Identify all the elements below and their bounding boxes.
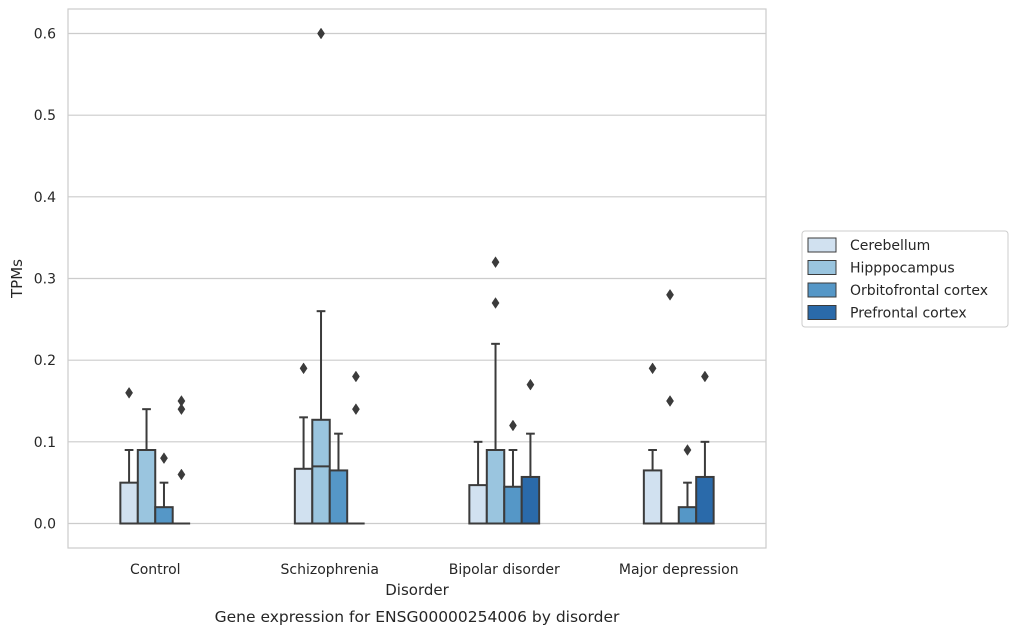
box-body: [503, 485, 523, 525]
outlier-point: [701, 370, 709, 383]
box-body: [328, 469, 349, 525]
box-0-2: [154, 452, 174, 525]
box-body: [311, 418, 331, 525]
legend-label: Hipppocampus: [850, 261, 955, 277]
legend-swatch: [807, 260, 837, 275]
outlier-point: [666, 395, 674, 407]
box-1-2: [328, 432, 349, 525]
box-2-0: [468, 440, 488, 525]
box-3-1: [661, 288, 679, 525]
outlier-point: [648, 362, 657, 375]
outlier-point: [526, 378, 535, 391]
outlier-point: [352, 403, 360, 416]
outlier-point: [160, 452, 168, 465]
box-body: [136, 449, 157, 525]
legend-swatch: [807, 305, 837, 320]
y-tick-label: 0.1: [34, 435, 56, 451]
y-tick-label: 0.2: [34, 353, 56, 369]
x-axis-label: Disorder: [385, 581, 449, 599]
legend-label: Cerebellum: [850, 238, 930, 254]
outlier-point: [177, 403, 186, 416]
chart-caption: Gene expression for ENSG00000254006 by d…: [215, 608, 620, 626]
x-tick-label: Control: [130, 562, 181, 578]
box-2-2: [503, 419, 523, 525]
box-2-1: [485, 256, 506, 525]
outlier-point: [491, 297, 500, 309]
box-2-3: [520, 378, 541, 525]
y-tick-label: 0.5: [34, 108, 56, 124]
x-tick-label: Major depression: [619, 562, 739, 578]
box-3-2: [677, 444, 698, 525]
outlier-point: [317, 27, 325, 40]
outlier-point: [352, 370, 360, 383]
y-tick-labels: 0.0 0.1 0.2 0.3 0.4 0.5 0.6: [34, 27, 56, 533]
box-0-1: [136, 408, 157, 525]
boxes: [119, 27, 715, 525]
box-body: [119, 481, 139, 525]
box-body: [485, 449, 506, 525]
box-body: [468, 484, 488, 525]
x-tick-labels: Control Schizophrenia Bipolar disorder Majo…: [130, 562, 739, 578]
legend: Cerebellum Hipppocampus Orbitofrontal cort…: [801, 230, 1009, 328]
y-tick-label: 0.6: [34, 27, 56, 43]
outlier-point: [683, 444, 692, 456]
box-body: [642, 469, 663, 525]
x-tick-label: Bipolar disorder: [449, 562, 560, 578]
legend-frame: [801, 230, 1009, 328]
gridlines: [68, 32, 766, 525]
box-body: [695, 475, 715, 525]
box-body: [154, 506, 174, 525]
box-body: [520, 475, 541, 525]
x-tick-label: Schizophrenia: [281, 562, 379, 578]
legend-swatch: [807, 282, 837, 298]
y-axis-label: TPMs: [8, 259, 26, 299]
box-3-3: [695, 370, 715, 525]
box-0-0: [119, 386, 139, 525]
y-tick-label: 0.0: [34, 517, 56, 533]
box-1-1: [311, 27, 331, 525]
box-body: [677, 506, 698, 525]
legend-label: Orbitofrontal cortex: [850, 283, 988, 299]
outlier-point: [666, 288, 674, 301]
outlier-point: [509, 419, 517, 432]
box-1-3: [347, 370, 365, 525]
legend-label: Prefrontal cortex: [850, 306, 967, 322]
plot-area: [67, 8, 767, 549]
box-0-3: [172, 395, 191, 525]
box-1-0: [293, 362, 314, 525]
y-tick-label: 0.4: [34, 190, 56, 206]
y-tick-label: 0.3: [34, 272, 56, 288]
outlier-point: [299, 362, 308, 375]
outlier-point: [125, 386, 133, 399]
outlier-point: [177, 468, 186, 481]
legend-swatch: [807, 237, 837, 253]
outlier-point: [491, 256, 500, 269]
box-3-0: [642, 362, 663, 525]
box-body: [293, 467, 314, 525]
